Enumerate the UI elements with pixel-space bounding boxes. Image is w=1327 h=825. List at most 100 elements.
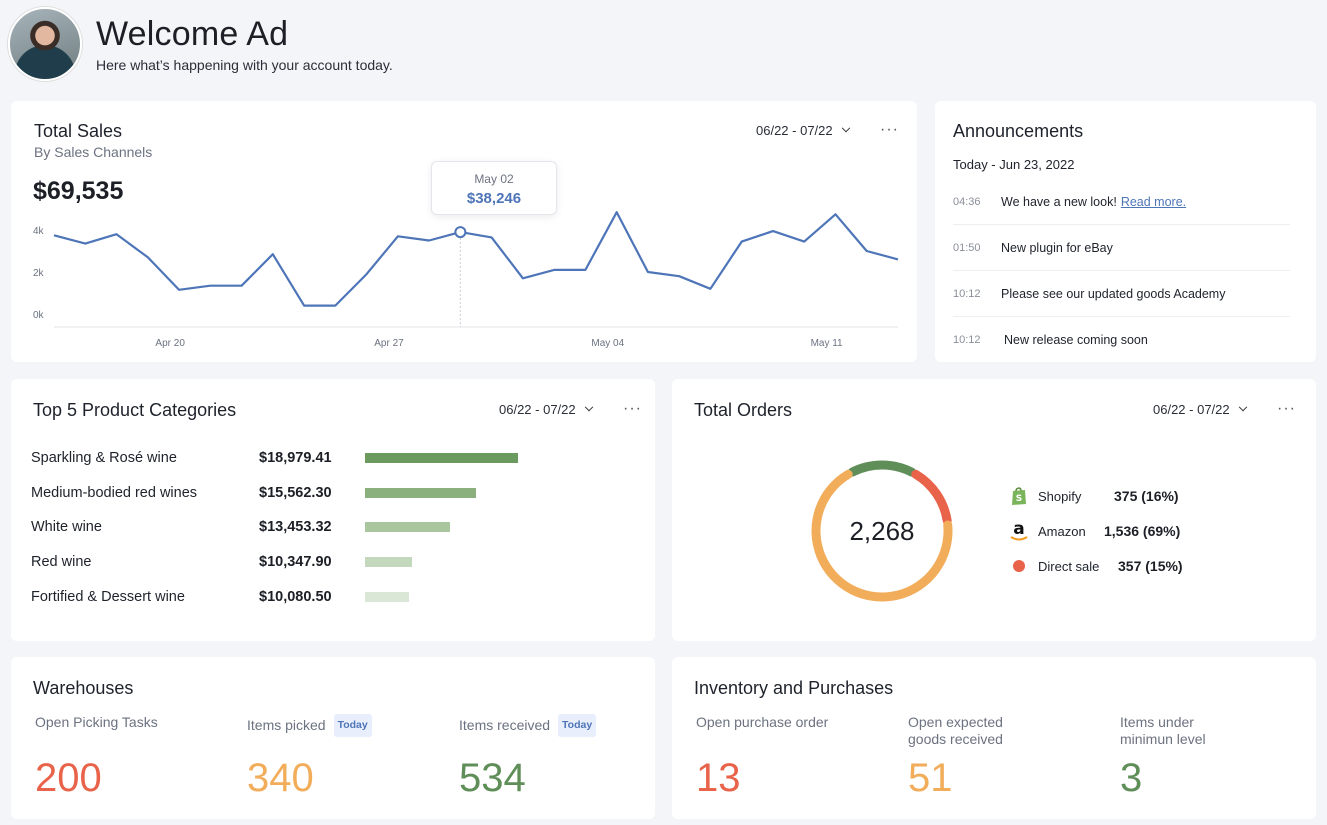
announcements-date: Today - Jun 23, 2022 [953, 157, 1075, 172]
legend-value: 357 (15%) [1118, 558, 1183, 574]
date-range-dropdown[interactable]: 06/22 - 07/22 [499, 402, 593, 417]
today-badge: Today [333, 714, 372, 737]
category-row: White wine $13,453.32 [31, 517, 451, 537]
x-tick-label: May 04 [591, 338, 624, 349]
inventory-card: Inventory and Purchases Open purchase or… [672, 657, 1316, 819]
amazon-icon: a [1008, 520, 1030, 542]
more-options-icon[interactable]: ··· [623, 400, 642, 417]
total-sales-amount: $69,535 [33, 177, 124, 205]
announcement-time: 01:50 [953, 241, 981, 254]
card-title: Warehouses [33, 678, 134, 698]
chart-tooltip: May 02 $38,246 [431, 161, 557, 215]
x-tick-label: Apr 27 [374, 338, 404, 349]
more-options-icon[interactable]: ··· [1277, 400, 1296, 417]
stat-label: Open Picking Tasks [35, 714, 158, 731]
stat-value: 13 [696, 756, 741, 800]
announcement-time: 10:12 [953, 334, 981, 346]
legend-item: Direct sale 357 (15%) [1008, 554, 1183, 578]
date-range-label: 06/22 - 07/22 [499, 402, 576, 417]
stat-label-text: Items received [459, 717, 551, 733]
category-name: Fortified & Dessert wine [31, 588, 185, 605]
legend-item: S Shopify 375 (16%) [1008, 484, 1179, 508]
category-name: Medium-bodied red wines [31, 484, 198, 501]
y-tick-label: 0k [33, 310, 45, 321]
announcement-text: New plugin for eBay [1001, 240, 1113, 255]
top-categories-card: Top 5 Product Categories 06/22 - 07/22 ·… [11, 379, 655, 641]
announcement-time: 04:36 [953, 195, 981, 208]
card-title: Total Sales [34, 121, 123, 141]
date-range-dropdown[interactable]: 06/22 - 07/22 [1153, 402, 1247, 417]
stat-label: Open purchase order [696, 714, 829, 730]
dot-icon [1008, 555, 1030, 577]
card-title: Total Orders [694, 400, 793, 420]
list-item: 10:12 Please see our updated goods Acade… [953, 271, 1290, 317]
highlight-point[interactable] [454, 226, 467, 239]
category-value: $10,347.90 [259, 554, 332, 571]
legend-item: a Amazon 1,536 (69%) [1008, 519, 1180, 543]
stat-value: 534 [459, 756, 526, 800]
legend-label: Direct sale [1038, 558, 1100, 574]
warehouses-card: Warehouses Open Picking Tasks 200 Items … [11, 657, 655, 819]
svg-text:a: a [1013, 520, 1024, 539]
y-tick-label: 2k [33, 268, 45, 279]
read-more-link[interactable]: Read more. [1120, 194, 1187, 209]
orders-total: 2,268 [849, 515, 915, 546]
stat-value: 340 [247, 756, 314, 800]
shopify-icon: S [1008, 485, 1030, 507]
category-name: Sparkling & Rosé wine [31, 450, 177, 466]
category-name: White wine [31, 519, 102, 536]
category-row: Sparkling & Rosé wine $18,979.41 [31, 448, 518, 468]
total-sales-card: Total Sales By Sales Channels 06/22 - 07… [11, 101, 917, 362]
legend-value: 1,536 (69%) [1104, 523, 1181, 539]
stat-label: Items received Today [459, 714, 597, 737]
tooltip-date: May 02 [474, 172, 514, 186]
announcements-list: 04:36 We have a new look! Read more. 01:… [953, 179, 1290, 363]
category-value: $10,080.50 [259, 588, 332, 605]
card-title: Top 5 Product Categories [33, 400, 237, 420]
announcement-text: We have a new look! [1001, 194, 1117, 209]
category-value: $15,562.30 [259, 484, 332, 501]
category-bar [365, 591, 409, 602]
category-bar [365, 487, 477, 498]
date-range-dropdown[interactable]: 06/22 - 07/22 [756, 123, 850, 138]
donut-slice-shopify[interactable] [847, 460, 917, 477]
donut-slice-direct-sale[interactable] [911, 469, 952, 525]
tooltip-value: $38,246 [466, 190, 522, 207]
category-value: $18,979.41 [259, 450, 332, 466]
avatar[interactable] [8, 7, 82, 81]
x-tick-label: Apr 20 [155, 338, 185, 349]
x-tick-label: May 11 [811, 338, 843, 349]
chevron-down-icon [1238, 402, 1247, 411]
svg-text:S: S [1016, 494, 1022, 504]
category-name: Red wine [31, 554, 92, 571]
total-orders-card: Total Orders 06/22 - 07/22 ··· 2,268 S S… [672, 379, 1316, 641]
category-row: Fortified & Dessert wine $10,080.50 [31, 587, 409, 607]
announcement-text: Please see our updated goods Academy [1001, 286, 1226, 301]
list-item: 10:12 New release coming soon [953, 317, 1290, 363]
card-title: Inventory and Purchases [694, 678, 894, 698]
legend-label: Amazon [1038, 523, 1086, 539]
page-subtitle: Here what’s happening with your account … [96, 57, 393, 73]
legend-value: 375 (16%) [1114, 488, 1179, 504]
card-subtitle: By Sales Channels [34, 144, 153, 160]
card-title: Announcements [953, 121, 1084, 141]
category-row: Red wine $10,347.90 [31, 552, 413, 572]
announcements-card: Announcements Today - Jun 23, 2022 04:36… [935, 101, 1316, 362]
stat-value: 200 [35, 756, 102, 800]
page-header: Welcome Ad Here what’s happening with yo… [8, 6, 393, 82]
more-options-icon[interactable]: ··· [880, 121, 899, 138]
donut-slice-amazon[interactable] [811, 469, 953, 602]
announcement-text: New release coming soon [1004, 333, 1148, 347]
stat-value: 3 [1120, 756, 1143, 800]
orders-donut-chart [811, 460, 953, 602]
list-item: 01:50 New plugin for eBay [953, 225, 1290, 271]
today-badge: Today [558, 714, 597, 737]
stat-label-text: Open Picking Tasks [35, 714, 158, 730]
stat-value: 51 [908, 756, 953, 800]
list-item: 04:36 We have a new look! Read more. [953, 179, 1290, 225]
category-row: Medium-bodied red wines $15,562.30 [31, 483, 477, 503]
category-bar [365, 453, 518, 463]
stat-label: Items under minimun level [1120, 714, 1206, 747]
y-tick-label: 4k [33, 226, 45, 237]
stat-label: Open expected goods received [908, 714, 1003, 747]
